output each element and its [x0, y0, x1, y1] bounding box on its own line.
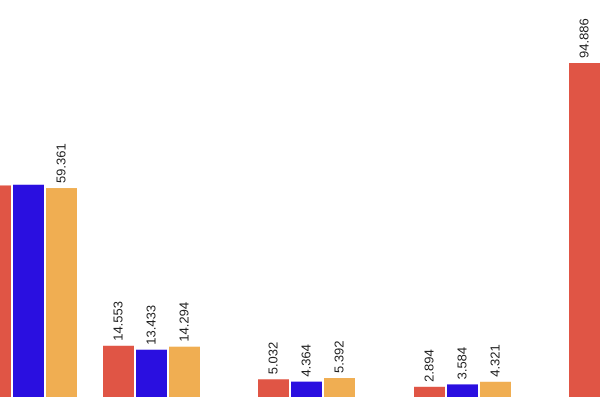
bar-series-blue-group-2: [136, 349, 167, 397]
data-label-series-red-group-5: 94.886: [577, 18, 592, 58]
data-label-series-blue-group-4: 3.584: [455, 347, 470, 380]
bar-series-red-group-2: [103, 345, 134, 397]
data-label-series-red-group-4: 2.894: [422, 349, 437, 382]
data-label-series-orange-group-3: 5.392: [332, 340, 347, 373]
bar-series-red-group-4: [414, 386, 445, 397]
bar-series-orange-group-3: [324, 378, 355, 397]
data-label-series-blue-group-3: 4.364: [299, 344, 314, 377]
data-label-series-orange-group-1: 59.361: [54, 143, 69, 183]
data-label-series-red-group-2: 14.553: [111, 301, 126, 341]
data-label-series-blue-group-2: 13.433: [144, 305, 159, 345]
bar-series-red-group-5: [569, 63, 600, 397]
bar-series-blue-group-4: [447, 384, 478, 397]
bar-series-blue-group-3: [291, 381, 322, 397]
bar-series-blue-group-1: [13, 184, 44, 397]
bar-series-red-group-3: [258, 379, 289, 397]
data-label-series-orange-group-4: 4.321: [488, 344, 503, 377]
bar-series-red-group-1: [0, 185, 11, 397]
bar-series-orange-group-1: [46, 188, 77, 397]
data-label-series-orange-group-2: 14.294: [177, 302, 192, 342]
bar-series-orange-group-2: [169, 346, 200, 397]
bar-series-orange-group-4: [480, 381, 511, 397]
data-label-series-red-group-3: 5.032: [266, 342, 281, 375]
